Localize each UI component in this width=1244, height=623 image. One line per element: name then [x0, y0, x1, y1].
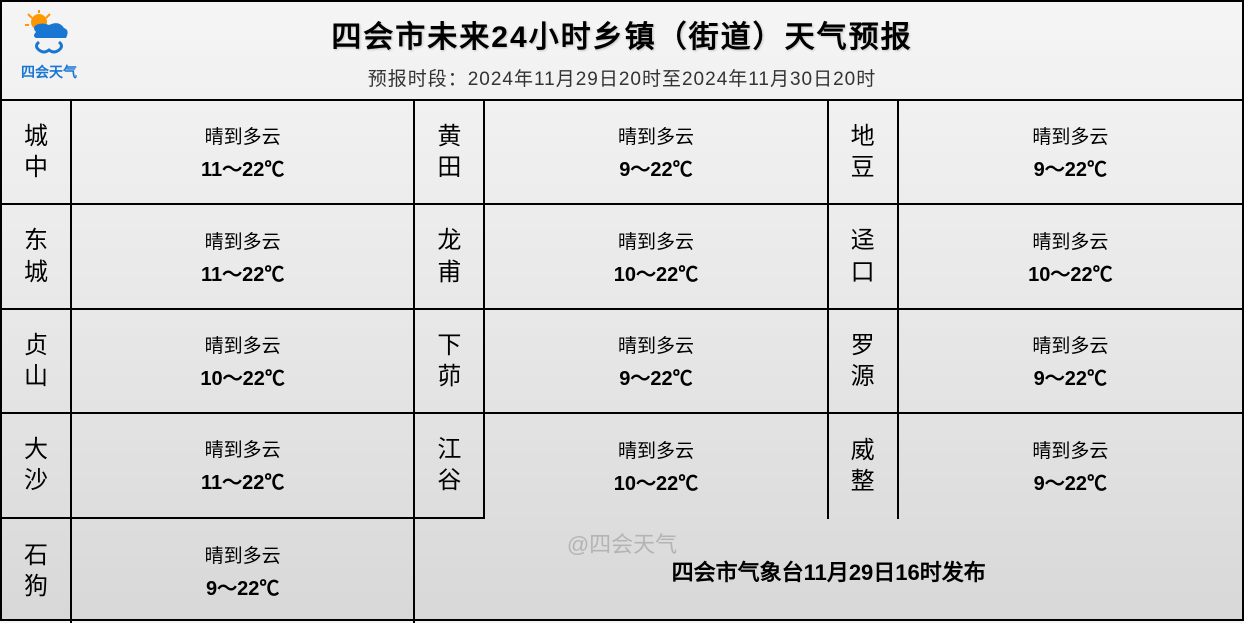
forecast-cell: 晴到多云 11～22℃	[72, 414, 415, 518]
weather-logo-icon	[24, 10, 74, 60]
temperature-range: 10～22℃	[1028, 258, 1113, 287]
location-name: 下 茆	[415, 310, 485, 414]
weather-condition: 晴到多云	[1032, 436, 1108, 463]
page-title: 四会市未来24小时乡镇（街道）天气预报	[2, 12, 1242, 56]
forecast-cell: 晴到多云 9～22℃	[485, 310, 828, 414]
forecast-cell: 晴到多云 9～22℃	[899, 101, 1242, 205]
temperature-range: 9～22℃	[1034, 467, 1107, 496]
weather-condition: 晴到多云	[618, 331, 694, 358]
forecast-cell: 晴到多云 10～22℃	[485, 205, 828, 309]
weather-condition: 晴到多云	[205, 331, 281, 358]
weather-condition: 晴到多云	[205, 541, 281, 568]
location-char: 江	[437, 434, 461, 465]
location-name: 龙 甫	[415, 205, 485, 309]
location-char: 龙	[437, 225, 461, 256]
weather-condition: 晴到多云	[205, 227, 281, 254]
location-name: 黄 田	[415, 101, 485, 205]
forecast-cell: 晴到多云 10～22℃	[899, 205, 1242, 309]
location-char: 城	[24, 121, 48, 152]
location-char: 黄	[437, 121, 461, 152]
location-char: 狗	[24, 571, 48, 602]
location-char: 口	[851, 257, 875, 288]
location-char: 迳	[851, 225, 875, 256]
weather-condition: 晴到多云	[205, 122, 281, 149]
location-char: 大	[24, 434, 48, 465]
location-char: 下	[437, 330, 461, 361]
logo: 四会天气	[14, 10, 84, 85]
location-char: 整	[851, 466, 875, 497]
temperature-range: 10～22℃	[614, 258, 699, 287]
header-section: 四会天气 四会市未来24小时乡镇（街道）天气预报 预报时段：2024年11月29…	[2, 2, 1242, 101]
forecast-cell: 晴到多云 9～22℃	[899, 310, 1242, 414]
temperature-range: 11～22℃	[201, 466, 284, 495]
logo-text: 四会天气	[21, 62, 77, 82]
weather-forecast-container: 四会天气 四会市未来24小时乡镇（街道）天气预报 预报时段：2024年11月29…	[0, 0, 1244, 621]
location-name: 城 中	[2, 101, 72, 205]
forecast-cell: 晴到多云 9～22℃	[899, 414, 1242, 518]
temperature-range: 9～22℃	[1034, 362, 1107, 391]
location-name: 东 城	[2, 205, 72, 309]
temperature-range: 9～22℃	[619, 153, 692, 182]
temperature-range: 11～22℃	[201, 153, 284, 182]
location-char: 石	[24, 540, 48, 571]
location-name: 威 整	[829, 414, 899, 518]
weather-condition: 晴到多云	[1032, 122, 1108, 149]
location-name: 江 谷	[415, 414, 485, 518]
forecast-cell: 晴到多云 11～22℃	[72, 101, 415, 205]
location-name: 迳 口	[829, 205, 899, 309]
location-name: 罗 源	[829, 310, 899, 414]
location-char: 源	[851, 361, 875, 392]
location-char: 罗	[851, 330, 875, 361]
location-char: 豆	[851, 152, 875, 183]
weather-condition: 晴到多云	[618, 122, 694, 149]
location-char: 威	[851, 435, 875, 466]
weather-condition: 晴到多云	[1032, 331, 1108, 358]
location-name: 石 狗	[2, 519, 72, 623]
weather-condition: 晴到多云	[618, 227, 694, 254]
forecast-cell: 晴到多云 11～22℃	[72, 205, 415, 309]
location-name: 大 沙	[2, 414, 72, 518]
location-char: 贞	[24, 330, 48, 361]
location-char: 地	[851, 121, 875, 152]
location-char: 东	[24, 225, 48, 256]
forecast-cell: 晴到多云 9～22℃	[72, 519, 415, 623]
temperature-range: 11～22℃	[201, 258, 284, 287]
weather-condition: 晴到多云	[618, 436, 694, 463]
location-name: 贞 山	[2, 310, 72, 414]
location-char: 城	[24, 257, 48, 288]
temperature-range: 9～22℃	[619, 362, 692, 391]
location-char: 沙	[24, 465, 48, 496]
publish-info: 四会市气象台11月29日16时发布	[415, 519, 1242, 623]
forecast-grid: 城 中 晴到多云 11～22℃ 黄 田 晴到多云 9～22℃ 地 豆 晴到多云 …	[2, 101, 1242, 623]
temperature-range: 9～22℃	[206, 572, 279, 601]
location-char: 山	[24, 361, 48, 392]
temperature-range: 10～22℃	[200, 362, 285, 391]
location-char: 甫	[437, 257, 461, 288]
location-char: 谷	[437, 465, 461, 496]
location-name: 地 豆	[829, 101, 899, 205]
temperature-range: 10～22℃	[614, 467, 699, 496]
weather-condition: 晴到多云	[205, 435, 281, 462]
forecast-cell: 晴到多云 10～22℃	[485, 414, 828, 518]
location-char: 中	[24, 152, 48, 183]
location-char: 田	[437, 152, 461, 183]
weather-condition: 晴到多云	[1032, 227, 1108, 254]
location-char: 茆	[437, 361, 461, 392]
forecast-cell: 晴到多云 9～22℃	[485, 101, 828, 205]
forecast-period: 预报时段：2024年11月29日20时至2024年11月30日20时	[2, 64, 1242, 91]
forecast-cell: 晴到多云 10～22℃	[72, 310, 415, 414]
temperature-range: 9～22℃	[1034, 153, 1107, 182]
